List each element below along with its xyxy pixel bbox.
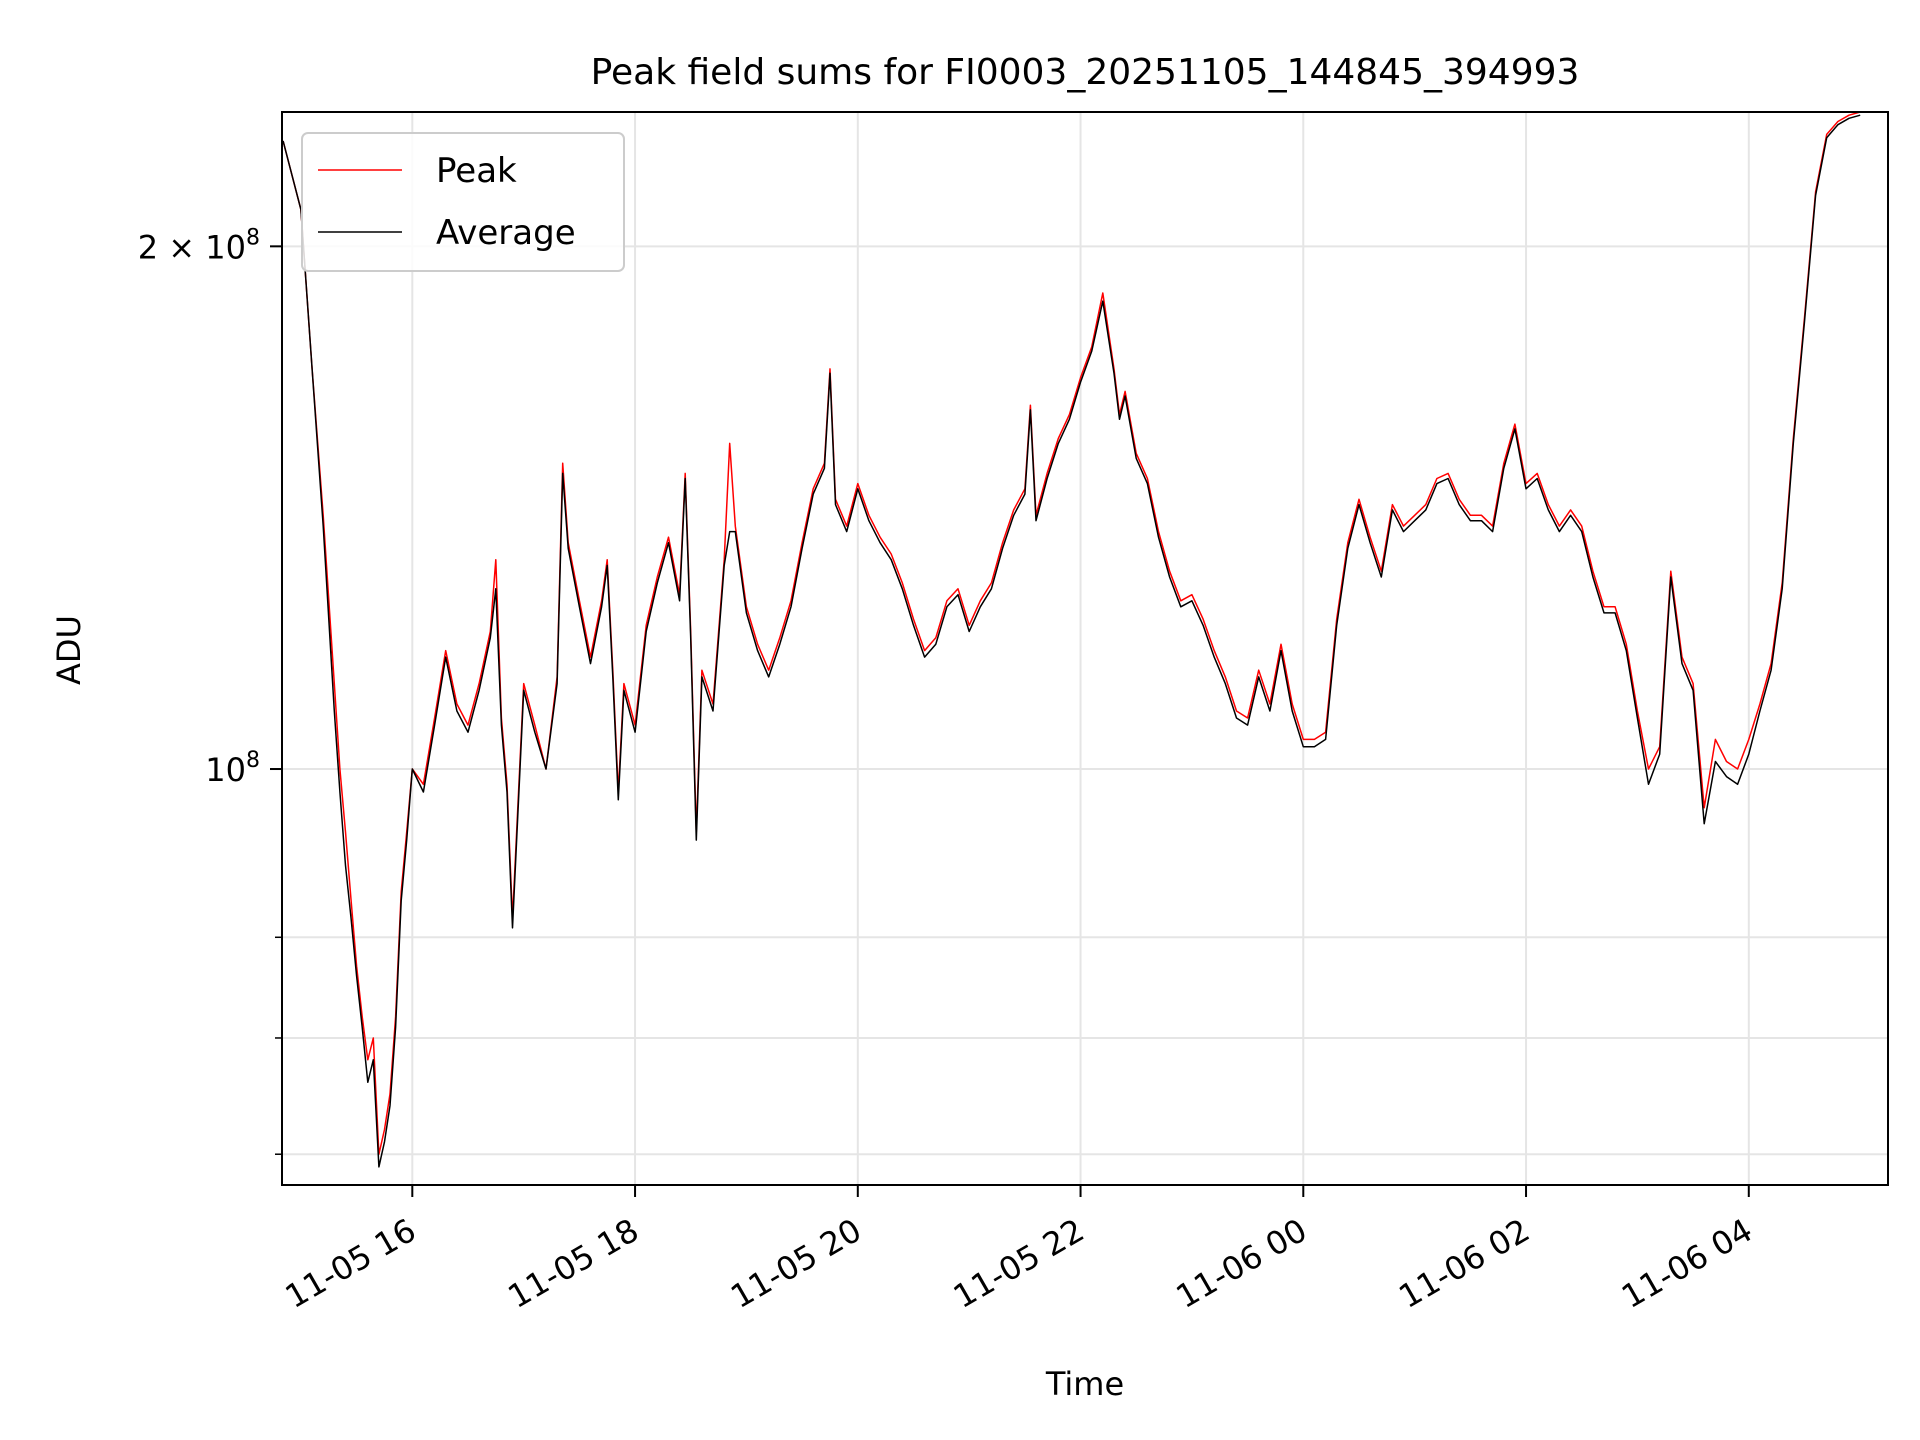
chart-title: Peak field sums for FI0003_20251105_1448…: [591, 52, 1580, 93]
legend-label-peak: Peak: [436, 151, 517, 191]
y-tick-label: 2 × 108: [138, 225, 260, 266]
x-axis-label: Time: [1045, 1365, 1124, 1403]
legend-label-average: Average: [436, 213, 576, 253]
plot-frame: [281, 111, 1889, 1186]
y-axis-label: ADU: [50, 615, 88, 685]
legend-box: [301, 132, 625, 272]
series-lines: [282, 111, 1861, 1168]
y-tick-label: 108: [205, 748, 260, 789]
legend: Peak Average: [301, 132, 625, 272]
y-axis: 108 2 × 108: [138, 225, 282, 1155]
series-line-average: [282, 114, 1861, 1168]
